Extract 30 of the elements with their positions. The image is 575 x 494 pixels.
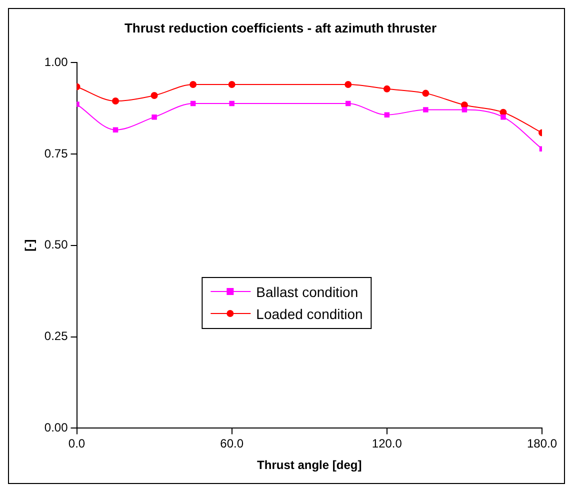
- y-tick-label: 1.00: [44, 54, 68, 69]
- point: [150, 92, 158, 100]
- point: [422, 90, 430, 97]
- y-tick-label: 0.50: [44, 238, 68, 252]
- point: [423, 107, 428, 112]
- x-tick-label: 60.0: [220, 436, 244, 451]
- chart-title: Thrust reduction coefficients - aft azimuth thruster: [124, 20, 437, 36]
- point: [190, 100, 196, 106]
- point: [344, 81, 352, 88]
- y-axis-title: [-]: [22, 239, 37, 252]
- x-tick-label: 180.0: [526, 436, 558, 451]
- point: [112, 127, 118, 132]
- x-tick-label: 0.0: [68, 436, 86, 451]
- point: [383, 85, 390, 92]
- point: [462, 107, 468, 112]
- point: [346, 100, 351, 106]
- y-tick-label: 0.75: [44, 146, 68, 160]
- legend-label: Loaded condition: [256, 306, 363, 322]
- point: [500, 114, 506, 120]
- point: [112, 97, 120, 104]
- point: [229, 100, 234, 106]
- point: [228, 81, 236, 88]
- point: [384, 112, 390, 118]
- y-tick-label: 0.00: [44, 420, 68, 435]
- x-axis-title: Thrust angle [deg]: [257, 458, 362, 472]
- point: [152, 114, 157, 120]
- point: [190, 81, 197, 88]
- y-tick-label: 0.25: [44, 329, 68, 344]
- legend-label: Ballast condition: [256, 284, 358, 300]
- x-tick-label: 120.0: [372, 436, 402, 451]
